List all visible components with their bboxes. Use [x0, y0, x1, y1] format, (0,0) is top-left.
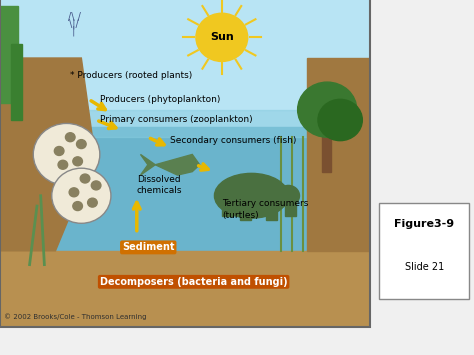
Bar [0, 251, 370, 327]
Text: Sediment: Sediment [122, 242, 174, 252]
Text: Figure3-9: Figure3-9 [394, 219, 454, 229]
Text: Secondary consumers (fish): Secondary consumers (fish) [170, 136, 296, 145]
Text: Slide 21: Slide 21 [405, 262, 444, 272]
Polygon shape [155, 154, 200, 175]
Circle shape [52, 168, 111, 223]
Circle shape [33, 124, 100, 185]
Text: Tertiary consumers
(turtles): Tertiary consumers (turtles) [222, 200, 308, 220]
Text: Dissolved
chemicals: Dissolved chemicals [137, 175, 182, 196]
Circle shape [73, 157, 82, 166]
Circle shape [91, 181, 101, 190]
Bar [322, 124, 331, 171]
Text: \|/: \|/ [69, 18, 79, 29]
Bar [222, 203, 233, 217]
Circle shape [318, 99, 362, 141]
Bar [240, 206, 251, 220]
Polygon shape [140, 154, 155, 175]
Bar [0, 127, 370, 264]
Circle shape [80, 174, 90, 183]
Circle shape [76, 140, 86, 149]
Text: Decomposers (bacteria and fungi): Decomposers (bacteria and fungi) [100, 277, 287, 287]
Circle shape [55, 147, 64, 155]
Circle shape [88, 198, 97, 207]
Circle shape [58, 160, 68, 169]
Bar [285, 203, 296, 217]
Circle shape [277, 185, 300, 206]
Bar [0, 110, 370, 137]
Text: Producers (phytoplankton): Producers (phytoplankton) [100, 95, 220, 104]
Text: /\ /: /\ / [67, 12, 81, 22]
Circle shape [298, 82, 357, 137]
Text: Primary consumers (zooplankton): Primary consumers (zooplankton) [100, 115, 253, 125]
Text: |: | [69, 25, 79, 36]
Polygon shape [0, 58, 92, 327]
Polygon shape [307, 58, 370, 251]
Bar [0, 0, 370, 171]
Bar [11, 44, 22, 120]
Circle shape [196, 13, 248, 61]
Bar [0, 6, 18, 103]
Text: * Producers (rooted plants): * Producers (rooted plants) [70, 71, 192, 80]
Text: © 2002 Brooks/Cole - Thomson Learning: © 2002 Brooks/Cole - Thomson Learning [4, 313, 146, 320]
Circle shape [73, 202, 82, 211]
Circle shape [69, 188, 79, 197]
Text: Sun: Sun [210, 32, 234, 42]
Ellipse shape [214, 173, 288, 218]
Circle shape [65, 133, 75, 142]
FancyBboxPatch shape [379, 203, 469, 299]
Bar [266, 206, 277, 220]
